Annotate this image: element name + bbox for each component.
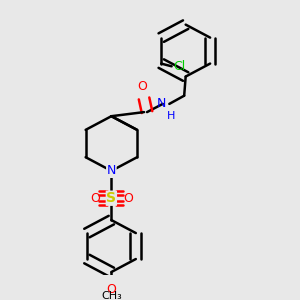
Text: O: O — [123, 192, 133, 205]
Text: S: S — [106, 191, 116, 205]
Text: O: O — [90, 192, 100, 205]
Text: Cl: Cl — [173, 60, 185, 73]
Text: H: H — [167, 111, 175, 121]
Text: O: O — [106, 283, 116, 296]
Text: N: N — [107, 164, 116, 177]
Text: N: N — [157, 98, 166, 110]
Text: O: O — [138, 80, 148, 93]
Text: CH₃: CH₃ — [101, 291, 122, 300]
